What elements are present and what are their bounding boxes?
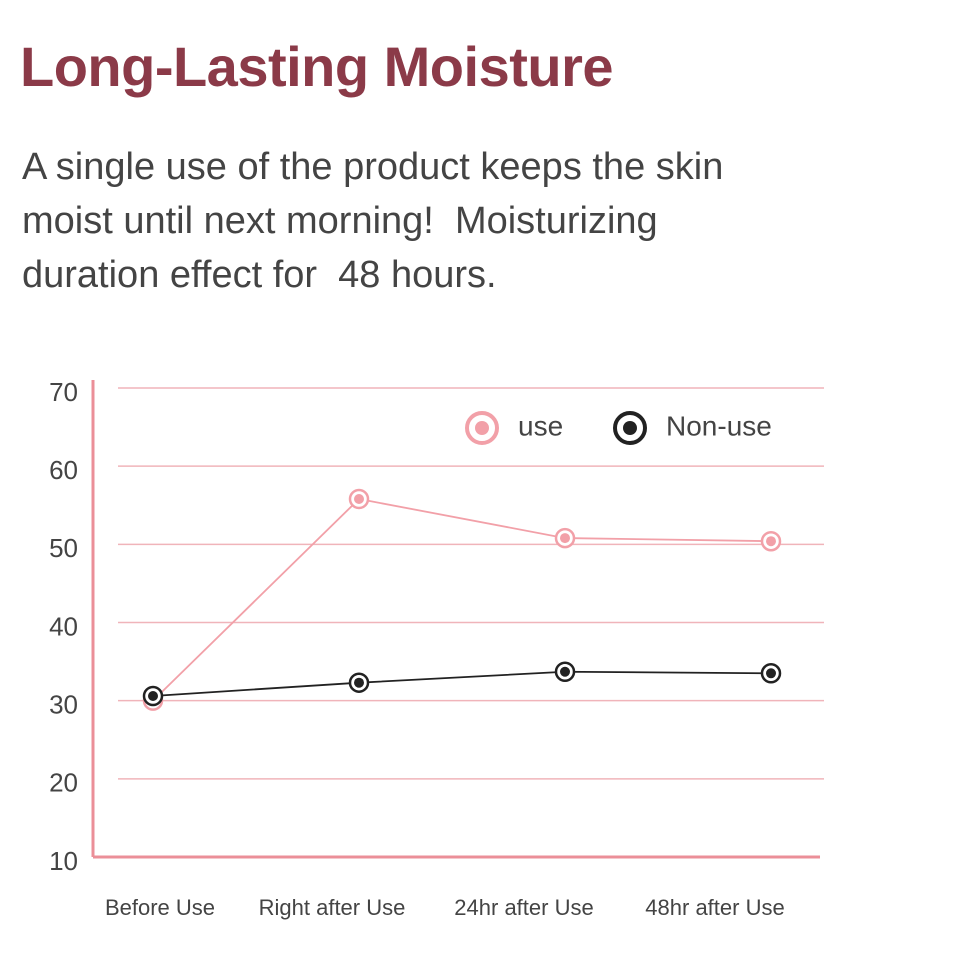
point	[348, 672, 370, 693]
x-tick-label: 24hr after Use	[454, 895, 593, 920]
subtitle-line: moist until next morning! Moisturizing	[22, 200, 658, 242]
y-tick-label: 10	[49, 846, 78, 876]
x-tick-label: Before Use	[105, 895, 215, 920]
y-tick-label: 30	[49, 690, 78, 720]
point	[348, 488, 370, 510]
subtitle: A single use of the product keeps the sk…	[22, 140, 723, 302]
y-tick-label: 70	[49, 377, 78, 407]
y-tick-label: 40	[49, 611, 78, 641]
legend-marker	[465, 411, 499, 445]
y-tick-label: 60	[49, 455, 78, 485]
y-tick-label: 50	[49, 533, 78, 563]
legend-label: Non-use	[666, 410, 772, 441]
legend-marker	[613, 411, 647, 445]
point	[760, 530, 782, 552]
point	[554, 661, 576, 682]
series-line	[152, 670, 772, 697]
y-tick-label: 20	[49, 768, 78, 798]
subtitle-line: duration effect for 48 hours.	[22, 254, 497, 296]
x-tick-label: Right after Use	[259, 895, 406, 920]
legend-label: use	[518, 410, 563, 441]
subtitle-line: A single use of the product keeps the sk…	[22, 146, 724, 188]
point	[554, 527, 576, 549]
x-tick-label: 48hr after Use	[645, 895, 784, 920]
title: Long-Lasting Moisture	[20, 35, 614, 98]
point	[142, 685, 164, 707]
point	[760, 663, 782, 684]
series-line	[152, 498, 772, 702]
